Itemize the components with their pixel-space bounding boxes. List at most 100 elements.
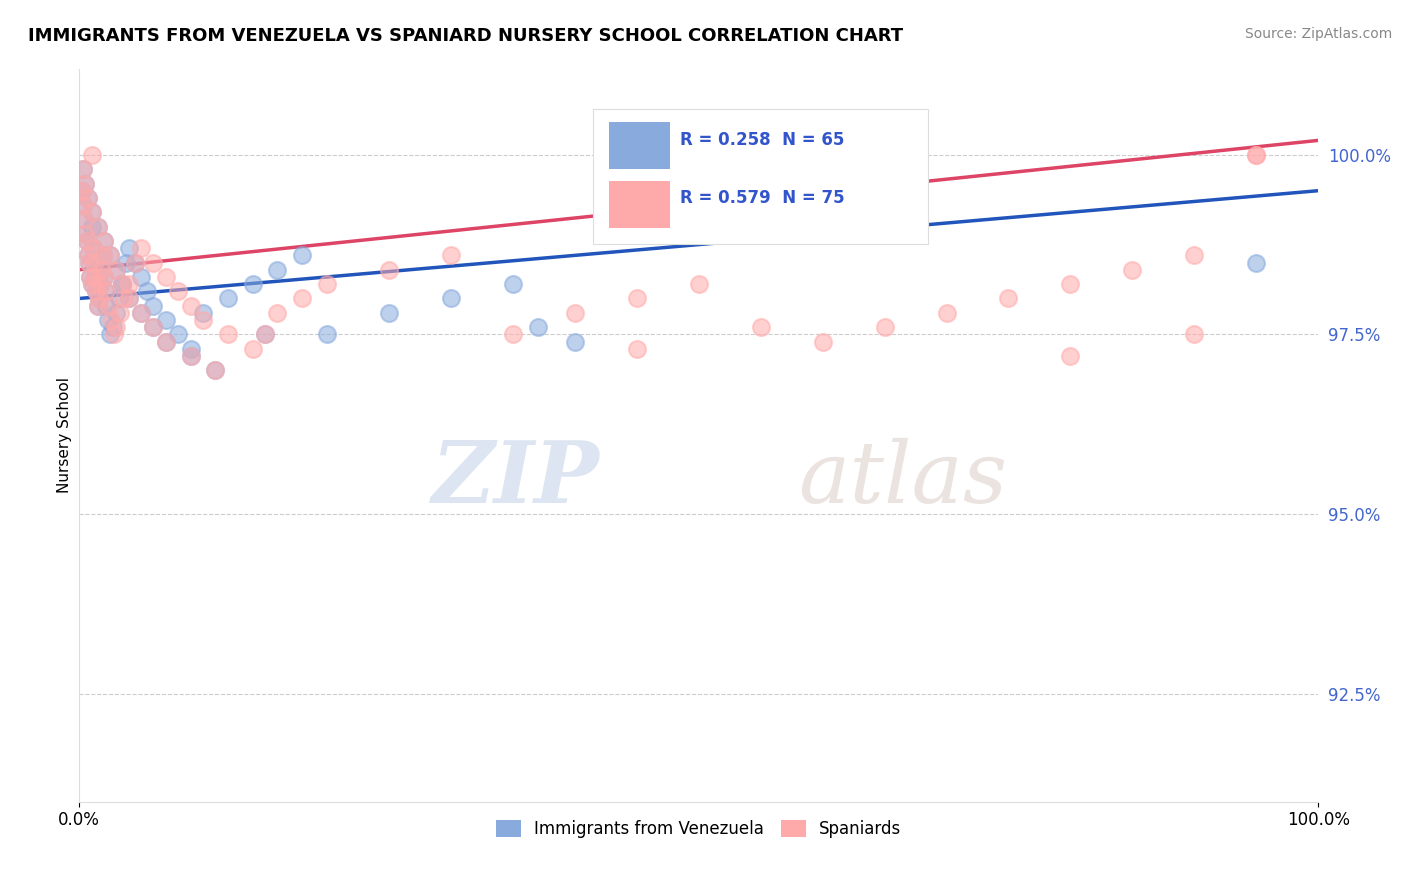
Point xyxy=(100,313,122,327)
Point xyxy=(155,334,177,349)
Point xyxy=(266,306,288,320)
Point xyxy=(1121,262,1143,277)
Point xyxy=(873,320,896,334)
Point xyxy=(89,277,111,292)
Point xyxy=(91,248,114,262)
Point xyxy=(1246,255,1268,269)
Point xyxy=(124,255,146,269)
Point xyxy=(80,277,103,292)
Point xyxy=(79,269,101,284)
Point xyxy=(97,299,120,313)
Point xyxy=(105,262,128,277)
Point xyxy=(75,177,97,191)
Point xyxy=(98,248,121,262)
Point xyxy=(204,363,226,377)
Point xyxy=(86,285,108,299)
Text: Source: ZipAtlas.com: Source: ZipAtlas.com xyxy=(1244,27,1392,41)
Point xyxy=(70,184,93,198)
Point xyxy=(155,269,177,284)
Point xyxy=(93,234,115,248)
Point xyxy=(242,342,264,356)
Point xyxy=(97,313,120,327)
Point xyxy=(1059,277,1081,292)
Point xyxy=(72,162,94,177)
Point xyxy=(142,320,165,334)
Point xyxy=(316,327,339,342)
Point xyxy=(115,255,138,269)
Point xyxy=(75,177,97,191)
Point xyxy=(83,255,105,269)
Point xyxy=(82,241,104,255)
Point xyxy=(180,342,202,356)
Point xyxy=(105,262,128,277)
Point xyxy=(118,292,141,306)
Text: atlas: atlas xyxy=(797,438,1007,520)
Point xyxy=(155,334,177,349)
Point xyxy=(112,292,135,306)
Text: R = 0.258  N = 65: R = 0.258 N = 65 xyxy=(681,131,845,149)
Point xyxy=(167,285,190,299)
Point xyxy=(93,234,115,248)
Point xyxy=(1182,327,1205,342)
Point xyxy=(76,234,98,248)
Point xyxy=(98,327,121,342)
Point xyxy=(242,277,264,292)
Point xyxy=(79,269,101,284)
Point xyxy=(84,269,107,284)
Point xyxy=(105,306,128,320)
Point xyxy=(103,327,125,342)
Point xyxy=(86,219,108,234)
Point xyxy=(142,299,165,313)
Point xyxy=(155,313,177,327)
Legend: Immigrants from Venezuela, Spaniards: Immigrants from Venezuela, Spaniards xyxy=(489,813,908,845)
Point xyxy=(167,327,190,342)
Point xyxy=(1246,147,1268,161)
Point xyxy=(86,219,108,234)
FancyBboxPatch shape xyxy=(593,109,928,244)
Point xyxy=(83,255,105,269)
Point xyxy=(72,198,94,212)
Point xyxy=(77,255,100,269)
Point xyxy=(101,320,124,334)
Point xyxy=(87,292,110,306)
Point xyxy=(72,198,94,212)
Point xyxy=(749,320,772,334)
Point xyxy=(124,255,146,269)
Point xyxy=(440,248,463,262)
Point xyxy=(90,262,112,277)
Point xyxy=(75,227,97,241)
Point xyxy=(86,299,108,313)
Point xyxy=(76,248,98,262)
Point xyxy=(76,191,98,205)
Point xyxy=(76,248,98,262)
Point xyxy=(86,285,108,299)
Point xyxy=(91,248,114,262)
Point xyxy=(129,241,152,255)
Point xyxy=(76,191,98,205)
Point xyxy=(217,292,239,306)
Point xyxy=(80,147,103,161)
Point xyxy=(253,327,276,342)
Y-axis label: Nursery School: Nursery School xyxy=(58,377,72,493)
Point xyxy=(291,292,314,306)
Point xyxy=(253,327,276,342)
Point xyxy=(111,277,134,292)
Point xyxy=(118,241,141,255)
Point xyxy=(129,306,152,320)
Point xyxy=(72,162,94,177)
Point xyxy=(180,349,202,363)
Point xyxy=(75,227,97,241)
Point xyxy=(73,212,96,227)
Point xyxy=(93,269,115,284)
Point xyxy=(191,306,214,320)
Point xyxy=(76,234,98,248)
Point xyxy=(96,299,118,313)
Point xyxy=(90,262,112,277)
Point xyxy=(86,299,108,313)
Point xyxy=(626,292,648,306)
Point xyxy=(266,262,288,277)
Point xyxy=(564,306,586,320)
Point xyxy=(378,262,401,277)
Point xyxy=(811,334,834,349)
Point xyxy=(142,320,165,334)
